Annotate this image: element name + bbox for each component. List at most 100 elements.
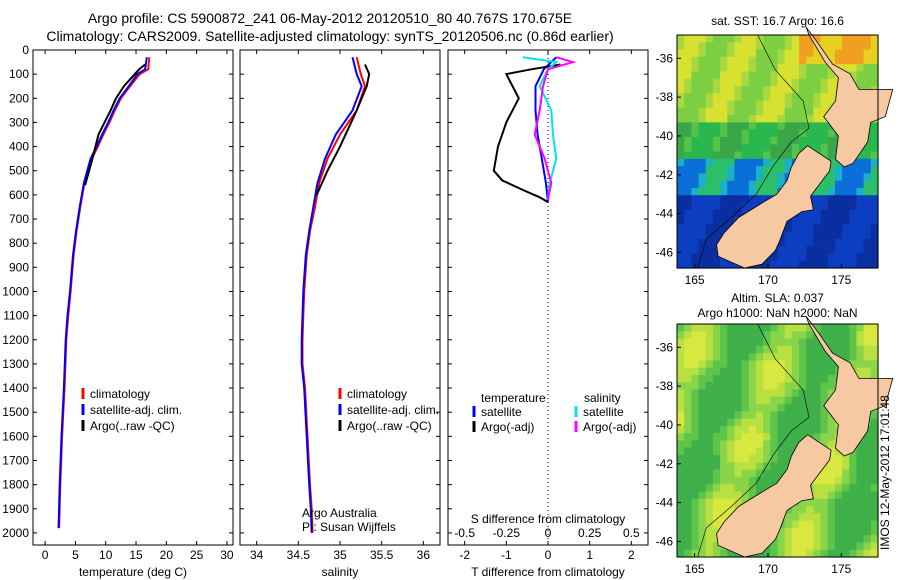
map-cell (870, 49, 879, 58)
map-cell (806, 49, 814, 58)
map-cell (755, 136, 764, 145)
map-cell (834, 246, 843, 255)
map-cell (770, 469, 779, 478)
map-cell (720, 224, 728, 233)
map-cell (705, 324, 714, 332)
map-cell (863, 180, 872, 189)
map-cell (684, 64, 692, 73)
map-cell (784, 56, 793, 65)
map-cell (684, 382, 692, 391)
map-cell (813, 78, 822, 87)
map-cell (734, 64, 743, 73)
map-cell (705, 549, 714, 558)
map-cell (691, 535, 700, 544)
map-cell (806, 425, 814, 434)
map-cell (849, 353, 858, 362)
map-cell (741, 331, 750, 340)
south-island-land (716, 145, 832, 269)
map-cell (734, 180, 743, 189)
x-tick-label-diff: 2 (628, 548, 635, 562)
map-cell (813, 260, 822, 269)
map-cell (856, 253, 865, 262)
map-cell (849, 187, 858, 196)
map-cell (827, 35, 836, 43)
map-cell (849, 331, 858, 340)
map-cell (827, 173, 836, 182)
map-cell (763, 367, 771, 376)
map-cell (698, 224, 707, 233)
map-cell (799, 382, 807, 391)
map-cell (705, 253, 714, 262)
map-cell (784, 382, 793, 391)
map-sla (676, 315, 894, 558)
map-cell (763, 122, 771, 131)
map-cell (763, 180, 771, 189)
map-cell (684, 85, 692, 94)
map-cell (842, 253, 850, 262)
map-cell (799, 367, 807, 376)
map-cell (849, 455, 858, 463)
map-cell (720, 440, 728, 449)
map-cell (741, 491, 750, 500)
map-cell (720, 455, 728, 463)
map-cell (806, 56, 814, 65)
map-cell (863, 506, 872, 514)
map-cell (842, 549, 850, 558)
map-cell (870, 122, 879, 131)
map-cell (827, 180, 836, 189)
map-cell (691, 462, 700, 471)
map-cell (791, 136, 800, 145)
map-cell (691, 374, 700, 383)
map-cell (755, 129, 764, 138)
map-cell (741, 93, 750, 102)
map-cell (842, 64, 850, 73)
map-cell (684, 404, 692, 412)
map-cell (849, 246, 858, 255)
map-cell (734, 209, 743, 218)
map-cell (691, 129, 700, 138)
map-cell (863, 253, 872, 262)
series-line-temp-2 (84, 63, 146, 186)
map-cell (856, 542, 865, 551)
map-cell (813, 535, 822, 544)
map-cell (677, 173, 685, 182)
map-cell (677, 202, 685, 211)
map-cell (834, 187, 843, 196)
map-cell (755, 418, 764, 427)
map-cell (820, 231, 829, 240)
map-cell (849, 360, 858, 369)
map-y-tick-label: -44 (656, 207, 674, 221)
map-cell (784, 151, 793, 160)
map-cell (820, 520, 829, 529)
map-cell (827, 345, 836, 354)
map-cell (712, 360, 721, 369)
map-cell (834, 324, 843, 332)
map-cell (799, 513, 807, 522)
map-cell (849, 506, 858, 514)
map-cell (842, 42, 850, 51)
map-cell (863, 324, 872, 332)
map-cell (806, 353, 814, 362)
map-cell (763, 455, 771, 463)
map-cell (806, 93, 814, 102)
map-cell (734, 42, 743, 51)
map-cell (734, 331, 743, 340)
map-cell (684, 115, 692, 123)
series-line-diff-1 (492, 63, 561, 203)
map-cell (691, 513, 700, 522)
map-cell (842, 476, 850, 485)
map-cell (763, 476, 771, 485)
map-cell (842, 491, 850, 500)
map-cell (770, 253, 779, 262)
y-tick-label-depth: 1400 (2, 381, 29, 395)
map-cell (770, 331, 779, 340)
map-cell (791, 260, 800, 269)
map-cell (834, 338, 843, 347)
map-cell (834, 498, 843, 507)
map-cell (770, 166, 779, 174)
x-tick-label-temp: 25 (190, 548, 204, 562)
map-cell (734, 476, 743, 485)
map-cell (698, 535, 707, 544)
map-cell (677, 246, 685, 255)
map-cell (741, 469, 750, 478)
